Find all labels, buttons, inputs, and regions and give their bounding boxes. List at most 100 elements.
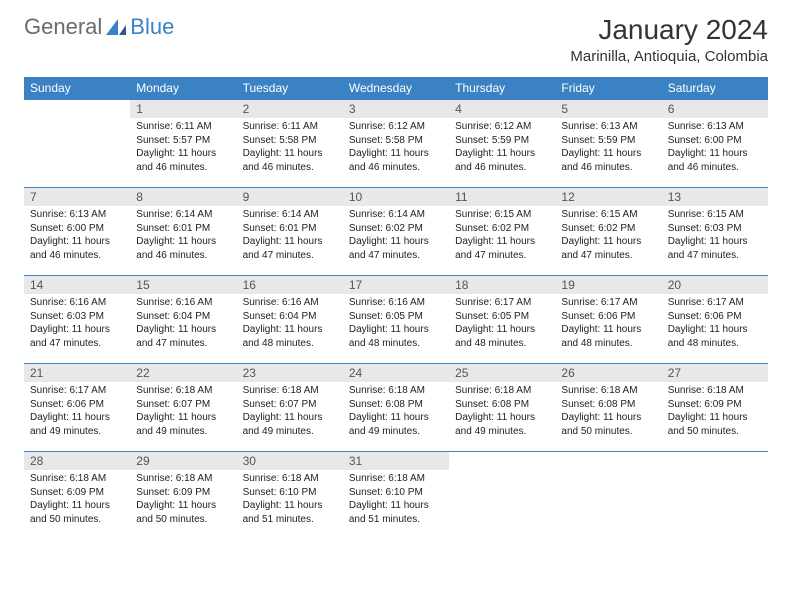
calendar-cell: 25Sunrise: 6:18 AMSunset: 6:08 PMDayligh… [449,364,555,452]
calendar-cell: 5Sunrise: 6:13 AMSunset: 5:59 PMDaylight… [555,100,661,188]
day-number: 27 [662,364,768,382]
header: General Blue January 2024 Marinilla, Ant… [0,0,792,69]
calendar-cell [662,452,768,540]
day-number: 18 [449,276,555,294]
day-number: 16 [237,276,343,294]
calendar-cell: 29Sunrise: 6:18 AMSunset: 6:09 PMDayligh… [130,452,236,540]
calendar-cell: 4Sunrise: 6:12 AMSunset: 5:59 PMDaylight… [449,100,555,188]
logo-text-general: General [24,14,102,40]
calendar-week-row: 14Sunrise: 6:16 AMSunset: 6:03 PMDayligh… [24,276,768,364]
logo: General Blue [24,14,174,40]
day-details: Sunrise: 6:12 AMSunset: 5:59 PMDaylight:… [449,118,555,178]
day-details: Sunrise: 6:18 AMSunset: 6:10 PMDaylight:… [237,470,343,530]
calendar-cell: 10Sunrise: 6:14 AMSunset: 6:02 PMDayligh… [343,188,449,276]
calendar-week-row: 28Sunrise: 6:18 AMSunset: 6:09 PMDayligh… [24,452,768,540]
calendar-cell: 28Sunrise: 6:18 AMSunset: 6:09 PMDayligh… [24,452,130,540]
day-number: 15 [130,276,236,294]
day-number: 21 [24,364,130,382]
calendar-week-row: 1Sunrise: 6:11 AMSunset: 5:57 PMDaylight… [24,100,768,188]
calendar-cell [449,452,555,540]
day-details: Sunrise: 6:18 AMSunset: 6:09 PMDaylight:… [130,470,236,530]
calendar-week-row: 21Sunrise: 6:17 AMSunset: 6:06 PMDayligh… [24,364,768,452]
weekday-header: Wednesday [343,77,449,100]
calendar-cell: 7Sunrise: 6:13 AMSunset: 6:00 PMDaylight… [24,188,130,276]
day-number: 4 [449,100,555,118]
calendar-cell: 6Sunrise: 6:13 AMSunset: 6:00 PMDaylight… [662,100,768,188]
calendar-header-row: SundayMondayTuesdayWednesdayThursdayFrid… [24,77,768,100]
day-details: Sunrise: 6:15 AMSunset: 6:03 PMDaylight:… [662,206,768,266]
day-details: Sunrise: 6:14 AMSunset: 6:02 PMDaylight:… [343,206,449,266]
day-number: 14 [24,276,130,294]
day-number: 22 [130,364,236,382]
calendar-cell: 11Sunrise: 6:15 AMSunset: 6:02 PMDayligh… [449,188,555,276]
weekday-header: Monday [130,77,236,100]
day-details: Sunrise: 6:17 AMSunset: 6:06 PMDaylight:… [24,382,130,442]
day-details: Sunrise: 6:15 AMSunset: 6:02 PMDaylight:… [449,206,555,266]
calendar-cell: 19Sunrise: 6:17 AMSunset: 6:06 PMDayligh… [555,276,661,364]
day-number: 13 [662,188,768,206]
day-number: 6 [662,100,768,118]
calendar-cell: 21Sunrise: 6:17 AMSunset: 6:06 PMDayligh… [24,364,130,452]
calendar-cell [24,100,130,188]
calendar-cell: 23Sunrise: 6:18 AMSunset: 6:07 PMDayligh… [237,364,343,452]
day-details: Sunrise: 6:18 AMSunset: 6:07 PMDaylight:… [237,382,343,442]
day-details: Sunrise: 6:18 AMSunset: 6:09 PMDaylight:… [662,382,768,442]
calendar-cell: 13Sunrise: 6:15 AMSunset: 6:03 PMDayligh… [662,188,768,276]
day-details: Sunrise: 6:16 AMSunset: 6:03 PMDaylight:… [24,294,130,354]
day-number: 10 [343,188,449,206]
location-subtitle: Marinilla, Antioquia, Colombia [570,48,768,65]
day-number: 25 [449,364,555,382]
calendar-cell: 15Sunrise: 6:16 AMSunset: 6:04 PMDayligh… [130,276,236,364]
calendar-cell: 20Sunrise: 6:17 AMSunset: 6:06 PMDayligh… [662,276,768,364]
day-details: Sunrise: 6:13 AMSunset: 6:00 PMDaylight:… [24,206,130,266]
day-details: Sunrise: 6:18 AMSunset: 6:08 PMDaylight:… [555,382,661,442]
day-details: Sunrise: 6:14 AMSunset: 6:01 PMDaylight:… [130,206,236,266]
calendar-cell: 26Sunrise: 6:18 AMSunset: 6:08 PMDayligh… [555,364,661,452]
day-details: Sunrise: 6:18 AMSunset: 6:08 PMDaylight:… [449,382,555,442]
day-details: Sunrise: 6:16 AMSunset: 6:05 PMDaylight:… [343,294,449,354]
day-number: 3 [343,100,449,118]
calendar-cell: 3Sunrise: 6:12 AMSunset: 5:58 PMDaylight… [343,100,449,188]
calendar-cell: 18Sunrise: 6:17 AMSunset: 6:05 PMDayligh… [449,276,555,364]
calendar-cell: 1Sunrise: 6:11 AMSunset: 5:57 PMDaylight… [130,100,236,188]
calendar-cell: 9Sunrise: 6:14 AMSunset: 6:01 PMDaylight… [237,188,343,276]
title-block: January 2024 Marinilla, Antioquia, Colom… [570,14,768,65]
day-details: Sunrise: 6:18 AMSunset: 6:10 PMDaylight:… [343,470,449,530]
calendar-body: 1Sunrise: 6:11 AMSunset: 5:57 PMDaylight… [24,100,768,540]
day-number: 23 [237,364,343,382]
day-number: 19 [555,276,661,294]
day-details: Sunrise: 6:18 AMSunset: 6:07 PMDaylight:… [130,382,236,442]
day-number: 30 [237,452,343,470]
day-number: 24 [343,364,449,382]
calendar-week-row: 7Sunrise: 6:13 AMSunset: 6:00 PMDaylight… [24,188,768,276]
day-number: 31 [343,452,449,470]
calendar-cell: 31Sunrise: 6:18 AMSunset: 6:10 PMDayligh… [343,452,449,540]
day-details: Sunrise: 6:14 AMSunset: 6:01 PMDaylight:… [237,206,343,266]
day-details: Sunrise: 6:13 AMSunset: 5:59 PMDaylight:… [555,118,661,178]
day-details: Sunrise: 6:11 AMSunset: 5:58 PMDaylight:… [237,118,343,178]
day-number: 8 [130,188,236,206]
day-number: 1 [130,100,236,118]
day-number: 2 [237,100,343,118]
day-details: Sunrise: 6:16 AMSunset: 6:04 PMDaylight:… [237,294,343,354]
weekday-header: Saturday [662,77,768,100]
calendar-cell: 8Sunrise: 6:14 AMSunset: 6:01 PMDaylight… [130,188,236,276]
calendar-cell: 12Sunrise: 6:15 AMSunset: 6:02 PMDayligh… [555,188,661,276]
day-number: 9 [237,188,343,206]
logo-text-blue: Blue [130,14,174,40]
day-number: 11 [449,188,555,206]
calendar-table: SundayMondayTuesdayWednesdayThursdayFrid… [24,77,768,540]
logo-sail-icon [106,19,126,35]
calendar-cell [555,452,661,540]
weekday-header: Tuesday [237,77,343,100]
calendar-cell: 30Sunrise: 6:18 AMSunset: 6:10 PMDayligh… [237,452,343,540]
weekday-header: Thursday [449,77,555,100]
day-number: 20 [662,276,768,294]
calendar-cell: 2Sunrise: 6:11 AMSunset: 5:58 PMDaylight… [237,100,343,188]
day-number: 28 [24,452,130,470]
calendar-cell: 22Sunrise: 6:18 AMSunset: 6:07 PMDayligh… [130,364,236,452]
day-details: Sunrise: 6:17 AMSunset: 6:06 PMDaylight:… [662,294,768,354]
day-details: Sunrise: 6:17 AMSunset: 6:06 PMDaylight:… [555,294,661,354]
calendar-cell: 16Sunrise: 6:16 AMSunset: 6:04 PMDayligh… [237,276,343,364]
day-details: Sunrise: 6:16 AMSunset: 6:04 PMDaylight:… [130,294,236,354]
